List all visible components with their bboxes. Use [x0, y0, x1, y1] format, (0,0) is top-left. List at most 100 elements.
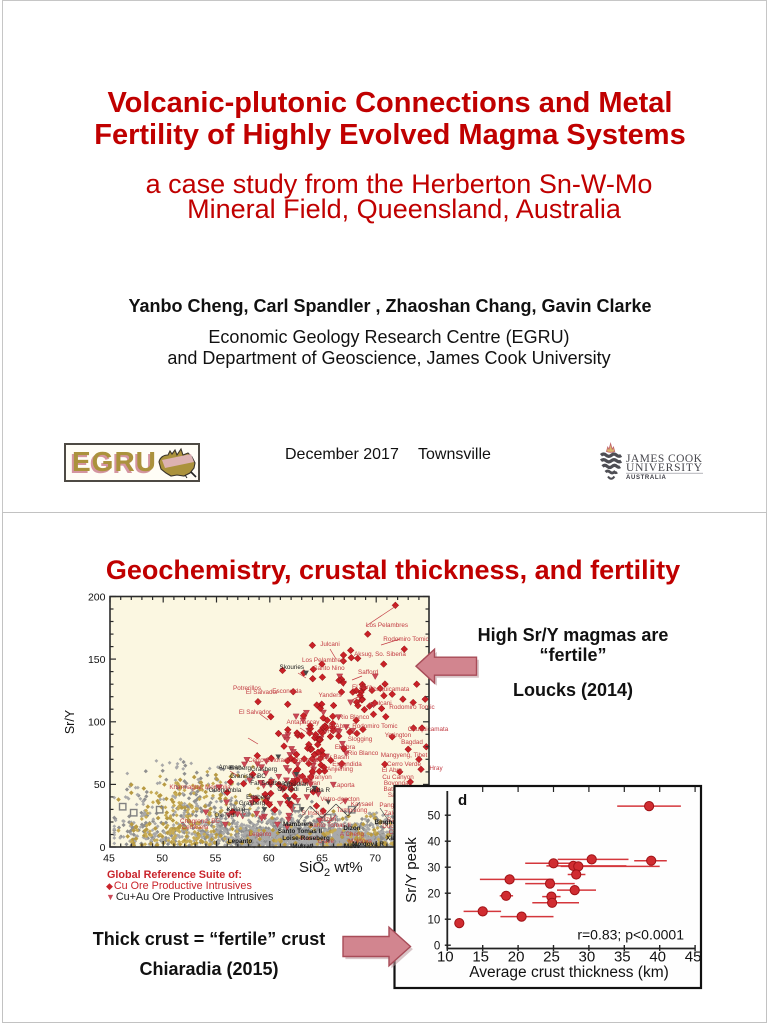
svg-text:Skouries: Skouries: [280, 664, 305, 671]
svg-text:Santo Tomas II: Santo Tomas II: [278, 828, 323, 835]
svg-text:Slogging: Slogging: [348, 736, 373, 743]
svg-text:200: 200: [88, 591, 106, 603]
svg-text:Lepanto: Lepanto: [228, 838, 253, 845]
svg-text:20: 20: [508, 949, 525, 966]
svg-text:Escondida: Escondida: [332, 761, 362, 768]
svg-text:Cerro Colorado, Panama: Cerro Colorado, Panama: [248, 757, 318, 764]
svg-text:15: 15: [472, 949, 489, 966]
svg-text:Chagrond, BC: Chagrond, BC: [180, 818, 220, 825]
svg-text:Bingham: Bingham: [375, 819, 402, 826]
svg-text:Mangyeng, Tibet: Mangyeng, Tibet: [381, 752, 428, 759]
svg-text:Kharmagtai, Mongolia: Kharmagtai, Mongolia: [169, 784, 231, 791]
svg-text:Ersberg: Ersberg: [229, 765, 252, 772]
svg-text:SiO2 wt%: SiO2 wt%: [299, 859, 363, 879]
svg-text:Anjierling: Anjierling: [327, 766, 353, 773]
svg-text:El Abra: El Abra: [352, 684, 373, 691]
svg-text:Santo Tomas II: Santo Tomas II: [309, 822, 351, 829]
svg-text:Los Pelambres: Los Pelambres: [366, 622, 408, 629]
svg-text:Escondida: Escondida: [272, 688, 302, 695]
svg-text:Ok Tedi: Ok Tedi: [277, 786, 298, 793]
svg-text:Tampsiong: Tampsiong: [337, 807, 368, 814]
svg-text:AUSTRALIA: AUSTRALIA: [626, 475, 667, 481]
svg-text:El Abra: El Abra: [382, 767, 403, 774]
svg-text:Yerington: Yerington: [385, 732, 412, 739]
svg-text:60: 60: [263, 852, 275, 864]
svg-text:65: 65: [316, 852, 328, 864]
svg-text:Rio Blanco: Rio Blanco: [348, 750, 379, 757]
svg-text:10: 10: [437, 949, 454, 966]
svg-text:70: 70: [369, 852, 381, 864]
svg-text:Loise-Roseberg: Loise-Roseberg: [282, 835, 330, 842]
svg-text:Safford: Safford: [358, 669, 379, 676]
svg-text:Bovongan: Bovongan: [384, 780, 413, 787]
svg-text:150: 150: [88, 654, 106, 666]
svg-text:Cu Canyon: Cu Canyon: [382, 774, 414, 781]
svg-text:Rio Blanco: Rio Blanco: [339, 714, 370, 721]
svg-text:Cerro Verde: Cerro Verde: [387, 761, 421, 768]
svg-text:Sr/Y peak: Sr/Y peak: [403, 837, 420, 903]
svg-text:30: 30: [428, 862, 441, 874]
svg-text:Granisle, BC: Granisle, BC: [230, 773, 266, 780]
svg-text:r=0.83; p<0.0001: r=0.83; p<0.0001: [577, 927, 684, 943]
svg-text:El Salvador: El Salvador: [239, 709, 271, 716]
svg-text:Vetro-doncton: Vetro-doncton: [320, 796, 360, 803]
svg-text:50: 50: [94, 779, 106, 791]
svg-text:Obsidian: Obsidian: [296, 780, 321, 787]
svg-text:Far Southeast: Far Southeast: [250, 780, 290, 787]
svg-text:Marrat: Marrat: [300, 835, 318, 842]
svg-text:Rodomiro Tomic: Rodomiro Tomic: [383, 636, 428, 643]
svg-text:Santo Nino: Santo Nino: [313, 665, 345, 672]
svg-text:El Abra, Rodomiro Tomic: El Abra, Rodomiro Tomic: [328, 723, 397, 730]
svg-text:45: 45: [103, 852, 115, 864]
svg-text:d: d: [458, 792, 467, 809]
svg-text:Sr/Y: Sr/Y: [63, 709, 77, 734]
svg-text:Amacan: Amacan: [218, 764, 242, 771]
svg-text:20: 20: [428, 888, 441, 900]
svg-text:Los Pelambres: Los Pelambres: [302, 657, 344, 664]
svg-text:Ray: Ray: [327, 728, 339, 735]
svg-text:Chuquicamata: Chuquicamata: [369, 686, 410, 693]
svg-text:100: 100: [88, 717, 106, 729]
svg-text:A Cheng: A Cheng: [340, 831, 365, 838]
svg-text:25: 25: [543, 949, 560, 966]
svg-text:Rodomiro Tomic: Rodomiro Tomic: [389, 704, 434, 711]
svg-text:55: 55: [210, 852, 222, 864]
svg-text:Goonumbla: Goonumbla: [209, 787, 242, 794]
svg-text:JAMES COOK: JAMES COOK: [626, 453, 703, 465]
svg-text:Obsidian: Obsidian: [284, 781, 309, 788]
svg-text:Grasberg: Grasberg: [251, 766, 278, 773]
svg-text:Cu Canyon: Cu Canyon: [300, 774, 332, 781]
svg-text:Dlave: Dlave: [318, 838, 335, 845]
svg-text:Frieda R: Frieda R: [306, 787, 331, 794]
svg-text:Moldova R: Moldova R: [352, 841, 384, 848]
svg-text:Average crust thickness (km): Average crust thickness (km): [469, 964, 669, 981]
svg-text:El Abra: El Abra: [335, 744, 356, 751]
svg-text:0: 0: [100, 842, 106, 854]
svg-text:Kislaig: Kislaig: [227, 806, 246, 813]
svg-text:Ok Tedi: Ok Tedi: [214, 812, 235, 819]
svg-text:UNIVERSITY: UNIVERSITY: [626, 462, 703, 474]
svg-text:Bagdad: Bagdad: [401, 739, 423, 746]
svg-text:Copper Basin: Copper Basin: [311, 754, 350, 761]
svg-text:Antapaccay: Antapaccay: [287, 719, 321, 726]
svg-text:Dizon: Dizon: [320, 816, 337, 823]
svg-text:S Inshag: S Inshag: [302, 810, 327, 817]
svg-text:35: 35: [614, 949, 631, 966]
svg-text:Moldova: Moldova: [348, 838, 372, 845]
svg-text:10: 10: [428, 914, 441, 926]
svg-text:50: 50: [428, 810, 441, 822]
svg-text:40: 40: [649, 949, 666, 966]
svg-text:50: 50: [156, 852, 168, 864]
svg-text:Potrerillos: Potrerillos: [233, 685, 261, 692]
svg-text:Laporta: Laporta: [333, 782, 355, 789]
svg-text:45: 45: [685, 949, 702, 966]
svg-text:Grasberg: Grasberg: [239, 800, 266, 807]
svg-text:El Salvador: El Salvador: [246, 689, 278, 696]
svg-text:Aksug, So. Siberia: Aksug, So. Siberia: [354, 651, 406, 658]
svg-text:Ertsberg: Ertsberg: [246, 794, 270, 801]
svg-text:Julcani: Julcani: [372, 700, 392, 707]
svg-text:Yanders: Yanders: [319, 692, 342, 699]
svg-text:Panguna: Panguna: [379, 802, 405, 809]
svg-text:Dizon: Dizon: [343, 825, 360, 832]
svg-text:Certitsela: Certitsela: [182, 824, 209, 831]
